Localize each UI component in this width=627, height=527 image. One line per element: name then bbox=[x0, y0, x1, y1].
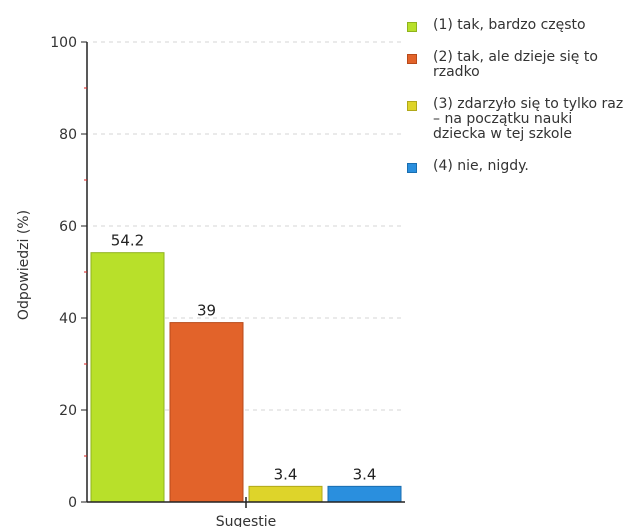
bar-chart: 0 20 40 60 80 100 54.2 39 3.4 3.4 Odpowiedzi (%)… bbox=[16, 35, 405, 527]
legend-label: (2) tak, ale dzieje się to rzadko bbox=[433, 49, 598, 80]
legend-label: (3) zdarzyło się to tylko raz – na począ… bbox=[433, 96, 624, 142]
legend-label: (1) tak, bardzo często bbox=[433, 17, 586, 33]
y-tick-label: 80 bbox=[59, 127, 77, 143]
x-axis-label: Sugestie bbox=[216, 514, 277, 527]
data-label: 54.2 bbox=[111, 232, 144, 250]
data-label: 3.4 bbox=[274, 465, 298, 483]
y-axis-label: Odpowiedzi (%) bbox=[16, 210, 32, 320]
legend-swatch bbox=[407, 22, 417, 32]
data-labels: 54.2 39 3.4 3.4 bbox=[111, 232, 377, 484]
y-tick-label: 100 bbox=[50, 35, 77, 51]
legend-swatch bbox=[407, 54, 417, 64]
legend-item: (2) tak, ale dzieje się to rzadko bbox=[405, 50, 627, 80]
legend-item: (1) tak, bardzo często bbox=[405, 18, 627, 33]
bar bbox=[169, 322, 244, 503]
legend-label: (4) nie, nigdy. bbox=[433, 158, 529, 174]
legend: (1) tak, bardzo często (2) tak, ale dzie… bbox=[405, 18, 627, 191]
bar bbox=[248, 485, 323, 503]
y-tick-label: 20 bbox=[59, 403, 77, 419]
legend-swatch bbox=[407, 163, 417, 173]
bar bbox=[90, 252, 165, 503]
data-label: 39 bbox=[197, 302, 216, 320]
legend-swatch bbox=[407, 101, 417, 111]
y-ticks: 0 20 40 60 80 100 bbox=[50, 35, 87, 511]
legend-item: (4) nie, nigdy. bbox=[405, 159, 627, 174]
y-tick-label: 0 bbox=[68, 495, 77, 511]
legend-item: (3) zdarzyło się to tylko raz – na począ… bbox=[405, 97, 627, 142]
bars bbox=[90, 252, 402, 503]
bar bbox=[327, 485, 402, 503]
data-label: 3.4 bbox=[353, 465, 377, 483]
y-tick-label: 60 bbox=[59, 219, 77, 235]
y-tick-label: 40 bbox=[59, 311, 77, 327]
